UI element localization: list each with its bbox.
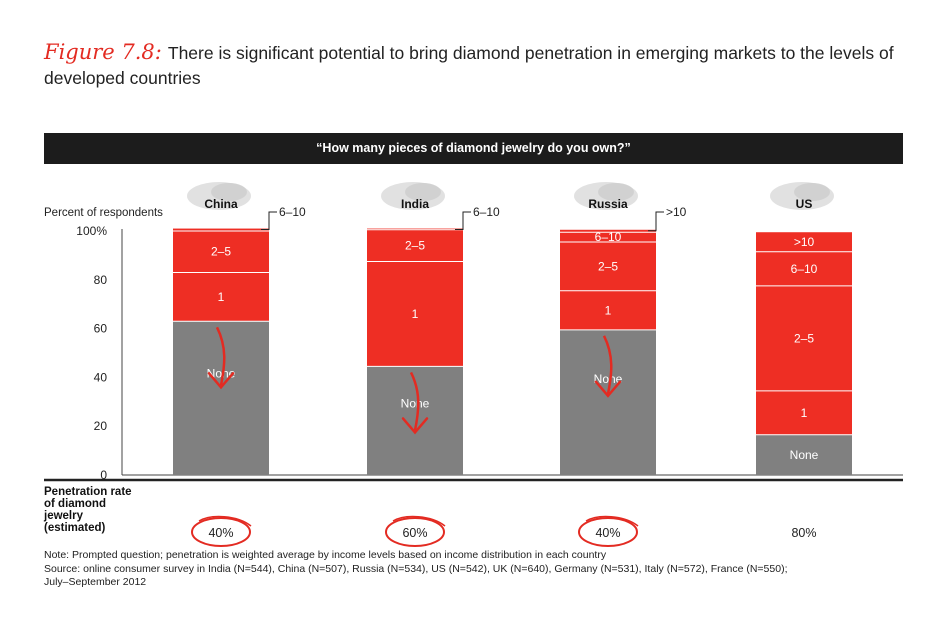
bar-segment-india-2–5 [367, 229, 463, 262]
highlight-stroke-icon [198, 515, 252, 527]
bar-segment-russia-1 [560, 290, 656, 330]
segment-label: 1 [605, 303, 612, 317]
down-arrow-icon [409, 371, 420, 431]
penetration-rate: 60% [402, 526, 427, 540]
country-header-china: China [187, 182, 251, 211]
segment-label: 2–5 [794, 331, 814, 345]
penetration-label-line: Penetration rate [44, 486, 132, 498]
country-header-us: US [770, 182, 834, 211]
callout-label: 6–10 [279, 205, 306, 219]
segment-label: 6–10 [595, 230, 622, 244]
bar-segment-russia-2–5 [560, 241, 656, 291]
bar-segment-india-1 [367, 261, 463, 367]
highlight-circle-icon [385, 517, 445, 547]
bar-segment-us-None [756, 434, 852, 475]
segment-label: 2–5 [598, 259, 618, 273]
country-header-russia: Russia [574, 182, 638, 211]
bar-segment-india-6–10 [367, 228, 463, 230]
arrow-head-icon [401, 417, 429, 435]
y-axis-label: Percent of respondents [44, 207, 163, 219]
y-tick-label: 100% [76, 224, 107, 238]
callout-bracket [261, 211, 277, 231]
bar-segment-russia-None [560, 329, 656, 475]
penetration-rate: 80% [791, 526, 816, 540]
segment-label: 2–5 [405, 239, 425, 253]
country-map-silhouette [211, 183, 247, 201]
figure-label: Figure 7.8: [44, 40, 162, 64]
penetration-label-line: of diamond [44, 498, 106, 510]
chart-notes: Note: Prompted question; penetration is … [44, 549, 924, 590]
bar-segment-russia->10 [560, 229, 656, 233]
penetration-label-line: (estimated) [44, 522, 106, 534]
highlight-circle-icon [578, 517, 638, 547]
highlight-stroke-icon [585, 515, 639, 527]
note-text: Note: Prompted question; penetration is … [44, 549, 607, 561]
title-text: There is significant potential to bring … [44, 43, 894, 88]
segment-label: 6–10 [791, 262, 818, 276]
segment-label: >10 [794, 235, 815, 249]
highlight-stroke-icon [392, 515, 446, 527]
y-tick-label: 80 [94, 273, 108, 287]
segment-label: None [594, 372, 623, 386]
bar-segment-us-2–5 [756, 285, 852, 391]
callout-label: >10 [666, 205, 687, 219]
chart-title: Figure 7.8: There is significant potentia… [44, 40, 924, 91]
country-label: US [796, 197, 813, 211]
country-map-silhouette [405, 183, 441, 201]
bar-segment-us->10 [756, 232, 852, 252]
arrow-head-icon [207, 372, 235, 390]
bar-segment-china-1 [173, 272, 269, 322]
country-map-silhouette [794, 183, 830, 201]
bar-segment-china-6–10 [173, 228, 269, 231]
segment-label: 1 [412, 307, 419, 321]
country-label: India [401, 197, 429, 211]
callout-bracket [455, 211, 471, 231]
y-tick-label: 0 [100, 468, 107, 482]
arrow-head-icon [594, 380, 622, 398]
bar-segment-us-1 [756, 390, 852, 435]
segment-label: None [401, 396, 430, 410]
segment-label: 1 [218, 290, 225, 304]
callout-label: 6–10 [473, 205, 500, 219]
bar-segment-china-None [173, 321, 269, 475]
callout-bracket [648, 211, 664, 232]
country-label: Russia [588, 197, 628, 211]
penetration-rate: 40% [208, 526, 233, 540]
country-header-india: India [381, 182, 445, 211]
bar-segment-china-2–5 [173, 231, 269, 273]
down-arrow-icon [602, 335, 613, 395]
penetration-rate: 40% [595, 526, 620, 540]
country-label: China [204, 197, 238, 211]
y-tick-label: 40 [94, 370, 108, 384]
period-text: July–September 2012 [44, 576, 147, 588]
bar-segment-russia-6–10 [560, 232, 656, 242]
y-tick-label: 60 [94, 322, 108, 336]
penetration-label-line: jewelry [43, 510, 84, 522]
y-tick-label: 20 [94, 419, 108, 433]
source-text: Source: online consumer survey in India … [44, 562, 788, 575]
question-banner: “How many pieces of diamond jewelry do y… [44, 133, 903, 164]
country-map-silhouette [598, 183, 634, 201]
highlight-circle-icon [191, 517, 251, 547]
down-arrow-icon [215, 326, 226, 386]
segment-label: None [790, 448, 819, 462]
segment-label: 1 [801, 406, 808, 420]
segment-label: 2–5 [211, 245, 231, 259]
bar-segment-us-6–10 [756, 251, 852, 286]
